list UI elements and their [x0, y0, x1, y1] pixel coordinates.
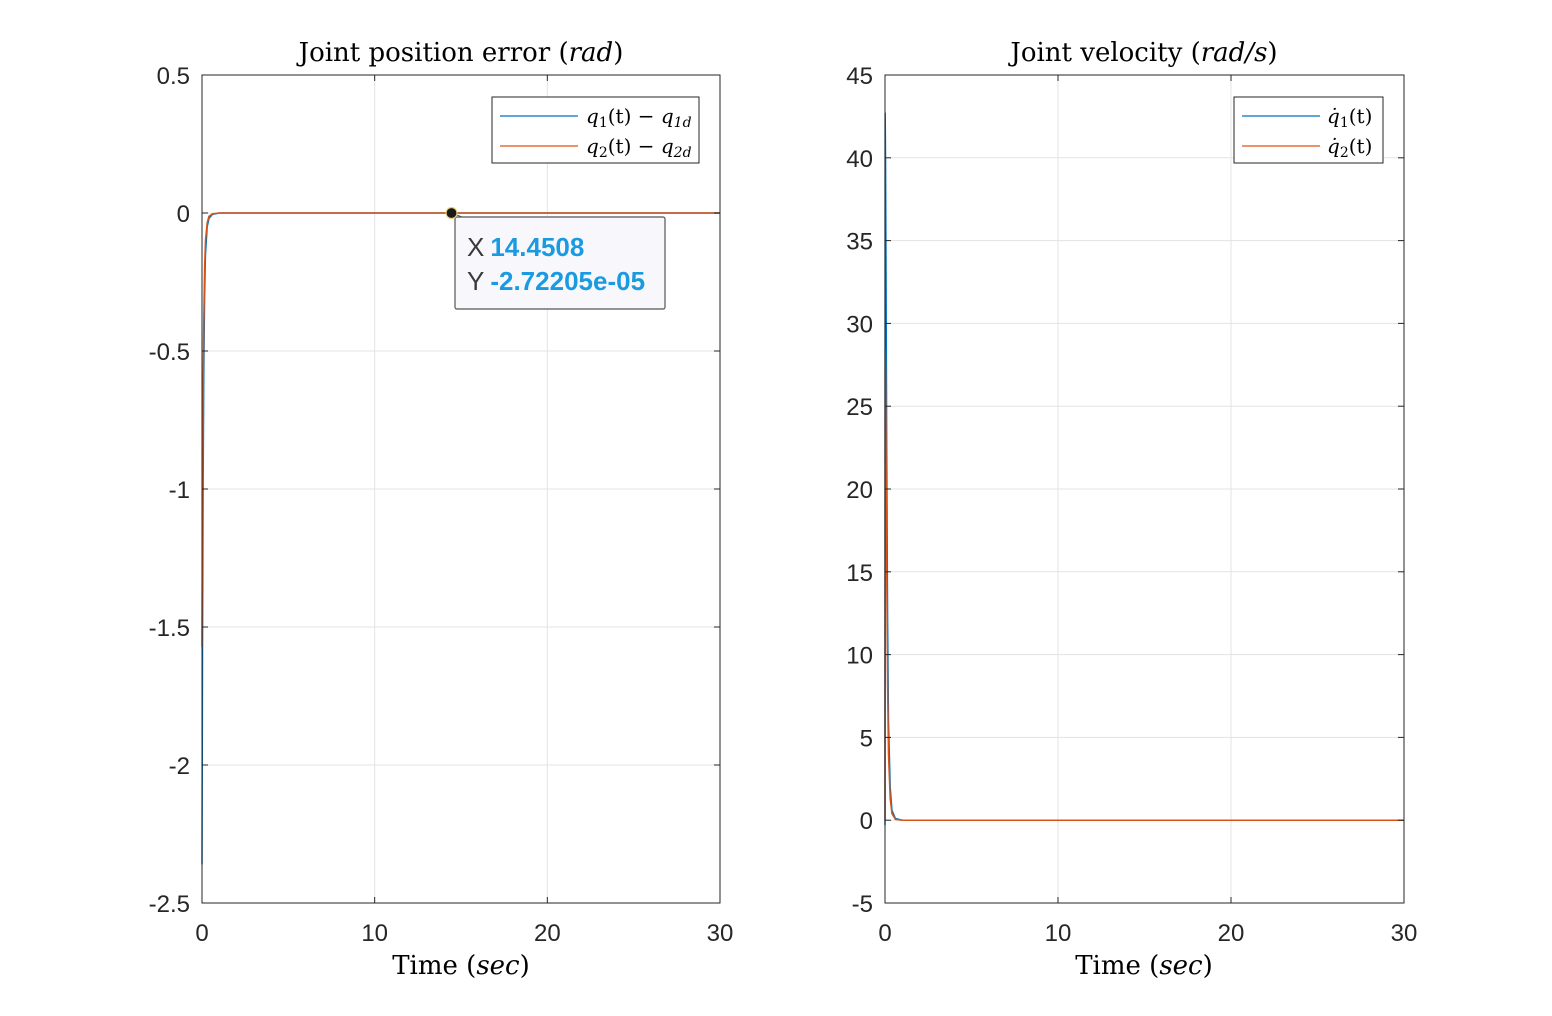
- y-tick-labels: 45 40 35 30 25 20 15 10 5 0 -5: [846, 63, 873, 918]
- position-error-axes[interactable]: 0.5 0 -0.5 -1 -1.5 -2 -2.5 0 10 20 30 Joint posit…: [149, 38, 734, 981]
- x-tick-label: 10: [1045, 920, 1072, 947]
- legend[interactable]: q̇1(t) q̇2(t): [1233, 96, 1384, 164]
- y-tick-label: 0: [860, 808, 873, 835]
- x-tick-labels: 0 10 20 30: [878, 920, 1417, 947]
- x-tick-label: 20: [1218, 920, 1245, 947]
- y-tick-label: 35: [846, 229, 873, 256]
- legend-entry-q1dot: q̇1(t): [1327, 104, 1372, 131]
- x-axis-label: Time (sec): [392, 951, 530, 981]
- x-tick-label: 30: [1391, 920, 1418, 947]
- legend-entry-q2dot: q̇2(t): [1327, 134, 1372, 161]
- x-tick-label: 0: [878, 920, 891, 947]
- x-tick-label: 30: [707, 920, 734, 947]
- y-tick-label: 10: [846, 643, 873, 670]
- x-tick-labels: 0 10 20 30: [195, 920, 733, 947]
- y-tick-label: -5: [852, 891, 873, 918]
- legend-entry-q2: q2(t) − q2d: [586, 134, 692, 161]
- legend-box: [491, 96, 700, 164]
- y-tick-label: 0: [177, 201, 190, 228]
- datatip-x-row: X 14.4508: [467, 232, 584, 262]
- chart-title: Joint position error (rad): [296, 38, 624, 68]
- y-tick-label: -1: [169, 477, 190, 504]
- y-tick-label: 40: [846, 146, 873, 173]
- x-tick-label: 0: [195, 920, 208, 947]
- legend-box: [1233, 96, 1384, 164]
- legend[interactable]: q1(t) − q1d q2(t) − q2d: [491, 96, 700, 164]
- x-axis-label: Time (sec): [1075, 951, 1213, 981]
- y-tick-label: 15: [846, 560, 873, 587]
- y-tick-label: 30: [846, 311, 873, 338]
- y-tick-label: 20: [846, 477, 873, 504]
- series-lines: [201, 212, 720, 865]
- tick-marks: [884, 74, 1405, 904]
- datatip-y-row: Y -2.72205e-05: [467, 266, 645, 296]
- x-tick-label: 10: [361, 920, 388, 947]
- series-line-2: [201, 212, 720, 647]
- y-tick-label: -2.5: [149, 891, 190, 918]
- datatip-marker[interactable]: [445, 206, 458, 220]
- y-tick-label: -2: [169, 753, 190, 780]
- y-tick-labels: 0.5 0 -0.5 -1 -1.5 -2 -2.5: [149, 63, 190, 918]
- y-tick-label: 5: [860, 725, 873, 752]
- tick-marks: [201, 74, 721, 904]
- x-tick-label: 20: [534, 920, 561, 947]
- y-tick-label: 25: [846, 394, 873, 421]
- chart-title: Joint velocity (rad/s): [1007, 38, 1277, 68]
- y-tick-label: -1.5: [149, 615, 190, 642]
- legend-entry-q1: q1(t) − q1d: [586, 104, 692, 131]
- y-tick-label: 0.5: [157, 63, 190, 90]
- y-tick-label: -0.5: [149, 339, 190, 366]
- datatip-box: [454, 216, 666, 310]
- datatip[interactable]: X 14.4508 Y -2.72205e-05: [445, 206, 666, 310]
- y-tick-label: 45: [846, 63, 873, 90]
